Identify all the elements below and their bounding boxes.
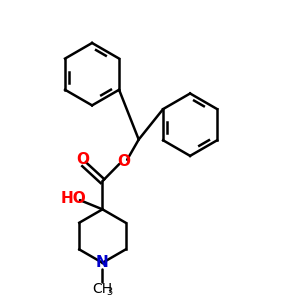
Text: O: O xyxy=(76,152,89,167)
Text: N: N xyxy=(96,255,109,270)
Text: CH: CH xyxy=(92,282,112,296)
Text: HO: HO xyxy=(61,190,86,206)
Text: O: O xyxy=(117,154,130,169)
Text: 3: 3 xyxy=(106,287,113,297)
